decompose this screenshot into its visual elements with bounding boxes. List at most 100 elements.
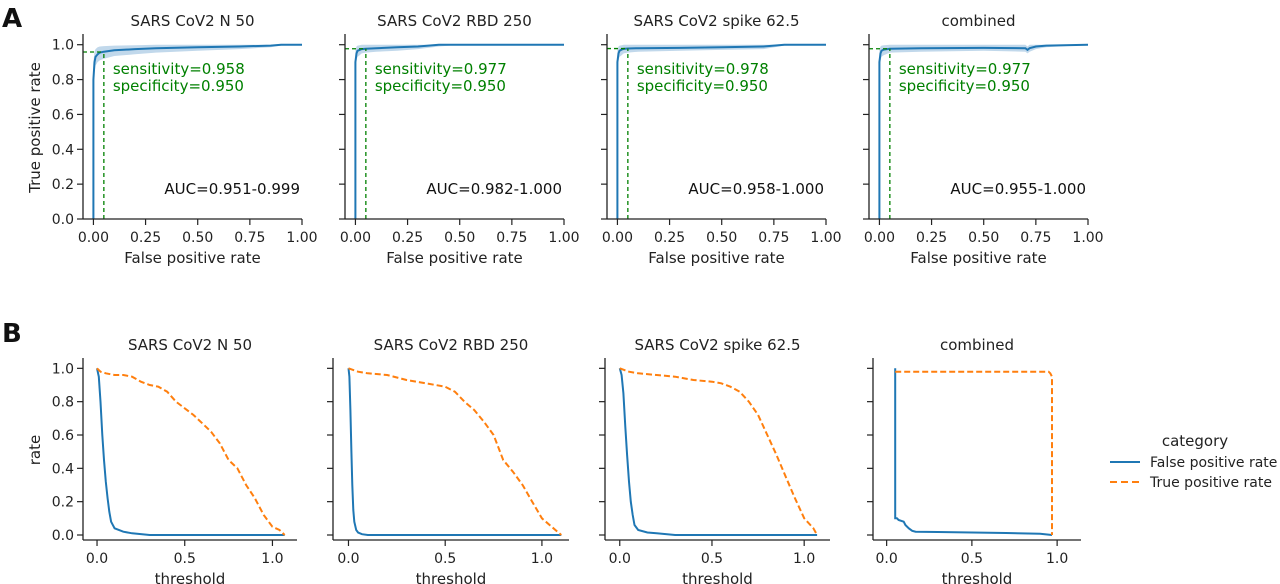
plot-a-3: SARS CoV2 spike 62.5 0.00 0.25 0.50 0.75 1.00… xyxy=(601,12,842,267)
y-tick-label: 1.0 xyxy=(52,361,74,377)
x-tick-label: 0.50 xyxy=(706,230,737,246)
x-tick-label: 1.00 xyxy=(810,230,841,246)
sensitivity-annotation: sensitivity=0.978 xyxy=(637,60,769,78)
plot-title: SARS CoV2 RBD 250 xyxy=(377,12,532,30)
x-axis-label: False positive rate xyxy=(648,249,785,267)
x-tick-label: 0.0 xyxy=(86,551,108,567)
specificity-annotation: specificity=0.950 xyxy=(113,77,244,95)
plot-a-2: SARS CoV2 RBD 250 0.00 0.25 0.50 0.75 1.00 Fal… xyxy=(339,12,580,267)
x-tick-label: 0.75 xyxy=(758,230,789,246)
plot-b-2: SARS CoV2 RBD 250 0.0 0.5 1.0 threshold xyxy=(327,336,569,584)
x-axis-label: threshold xyxy=(155,570,226,584)
x-tick-label: 0.00 xyxy=(864,230,895,246)
x-tick-label: 1.00 xyxy=(548,230,579,246)
x-tick-label: 0.0 xyxy=(337,551,359,567)
sensitivity-annotation: sensitivity=0.958 xyxy=(113,60,245,78)
fpr-series-line xyxy=(618,368,818,536)
y-tick-label: 0.0 xyxy=(52,212,74,228)
legend-item-tpr: True positive rate xyxy=(1149,475,1272,491)
x-tick-label: 0.75 xyxy=(234,230,265,246)
plot-b-1: SARS CoV2 N 50 0.0 0.5 1.0 0.0 0.2 0.4 0.6 0.8 1.… xyxy=(26,336,297,584)
x-tick-label: 0.25 xyxy=(130,230,161,246)
legend-title: category xyxy=(1162,432,1228,450)
x-tick-label: 0.25 xyxy=(916,230,947,246)
fpr-series-line xyxy=(347,368,562,536)
plot-title: combined xyxy=(942,12,1016,30)
y-axis-label: True positive rate xyxy=(26,62,44,194)
y-tick-label: 1.0 xyxy=(52,38,74,54)
sensitivity-annotation: sensitivity=0.977 xyxy=(899,60,1031,78)
x-tick-label: 0.00 xyxy=(78,230,109,246)
fpr-series-line xyxy=(96,368,285,536)
y-tick-label: 0.2 xyxy=(52,177,74,193)
x-axis-label: False positive rate xyxy=(124,249,261,267)
plot-title: SARS CoV2 spike 62.5 xyxy=(634,336,800,354)
tpr-series-line xyxy=(96,367,286,536)
plot-a-1: SARS CoV2 N 50 0.00 0.25 0.50 0.75 1.00 0.0 0.2… xyxy=(26,12,318,267)
y-tick-label: 0.8 xyxy=(52,395,74,411)
sensitivity-annotation: sensitivity=0.977 xyxy=(375,60,507,78)
x-tick-label: 1.00 xyxy=(1072,230,1103,246)
panel-label-b: B xyxy=(2,319,22,349)
x-tick-label: 1.0 xyxy=(793,551,815,567)
plot-title: SARS CoV2 RBD 250 xyxy=(374,336,529,354)
x-tick-label: 0.00 xyxy=(602,230,633,246)
x-axis-label: threshold xyxy=(416,570,487,584)
auc-annotation: AUC=0.982-1.000 xyxy=(426,180,562,198)
plot-title: SARS CoV2 N 50 xyxy=(128,336,252,354)
x-axis-label: False positive rate xyxy=(910,249,1047,267)
y-tick-label: 0.4 xyxy=(52,461,74,477)
x-tick-label: 0.50 xyxy=(444,230,475,246)
tpr-series-line xyxy=(619,367,818,536)
plot-a-4: combined 0.00 0.25 0.50 0.75 1.00 False positi… xyxy=(863,12,1104,267)
x-tick-label: 0.5 xyxy=(701,551,723,567)
x-tick-label: 0.5 xyxy=(174,551,196,567)
tpr-series-line xyxy=(348,367,562,536)
y-tick-label: 0.8 xyxy=(52,73,74,89)
x-tick-label: 0.0 xyxy=(609,551,631,567)
x-tick-label: 0.50 xyxy=(968,230,999,246)
roc-curve xyxy=(92,43,302,219)
auc-annotation: AUC=0.951-0.999 xyxy=(164,180,300,198)
x-tick-label: 0.75 xyxy=(496,230,527,246)
y-tick-label: 0.2 xyxy=(52,495,74,511)
specificity-annotation: specificity=0.950 xyxy=(899,77,1030,95)
x-tick-label: 0.5 xyxy=(961,551,983,567)
auc-annotation: AUC=0.958-1.000 xyxy=(688,180,824,198)
x-axis-label: False positive rate xyxy=(386,249,523,267)
plot-title: combined xyxy=(940,336,1014,354)
x-tick-label: 0.0 xyxy=(876,551,898,567)
y-tick-label: 0.4 xyxy=(52,142,74,158)
plot-b-4: combined 0.0 0.5 1.0 threshold xyxy=(867,336,1081,584)
x-tick-label: 0.25 xyxy=(654,230,685,246)
roc-curve xyxy=(354,43,564,219)
y-tick-label: 0.6 xyxy=(52,428,74,444)
specificity-annotation: specificity=0.950 xyxy=(375,77,506,95)
y-tick-label: 0.6 xyxy=(52,107,74,123)
roc-curve xyxy=(878,43,1089,219)
x-axis-label: threshold xyxy=(942,570,1013,584)
x-tick-label: 1.0 xyxy=(531,551,553,567)
y-axis-label: rate xyxy=(26,435,44,465)
x-tick-label: 0.5 xyxy=(434,551,456,567)
specificity-annotation: specificity=0.950 xyxy=(637,77,768,95)
x-tick-label: 0.25 xyxy=(392,230,423,246)
x-tick-label: 1.00 xyxy=(286,230,317,246)
panel-label-a: A xyxy=(2,4,22,34)
x-tick-label: 0.50 xyxy=(182,230,213,246)
legend-item-fpr: False positive rate xyxy=(1150,455,1277,471)
x-tick-label: 0.00 xyxy=(340,230,371,246)
x-tick-label: 0.75 xyxy=(1020,230,1051,246)
fpr-series-line xyxy=(894,368,1053,536)
x-axis-label: threshold xyxy=(682,570,753,584)
x-tick-label: 1.0 xyxy=(261,551,283,567)
plot-b-3: SARS CoV2 spike 62.5 0.0 0.5 1.0 threshold xyxy=(599,336,830,584)
roc-curve xyxy=(616,43,826,219)
legend: category False positive rate True positi… xyxy=(1110,432,1277,491)
x-tick-label: 1.0 xyxy=(1046,551,1068,567)
plot-title: SARS CoV2 N 50 xyxy=(130,12,254,30)
tpr-series-line xyxy=(895,370,1053,535)
auc-annotation: AUC=0.955-1.000 xyxy=(950,180,1086,198)
y-tick-label: 0.0 xyxy=(52,528,74,544)
